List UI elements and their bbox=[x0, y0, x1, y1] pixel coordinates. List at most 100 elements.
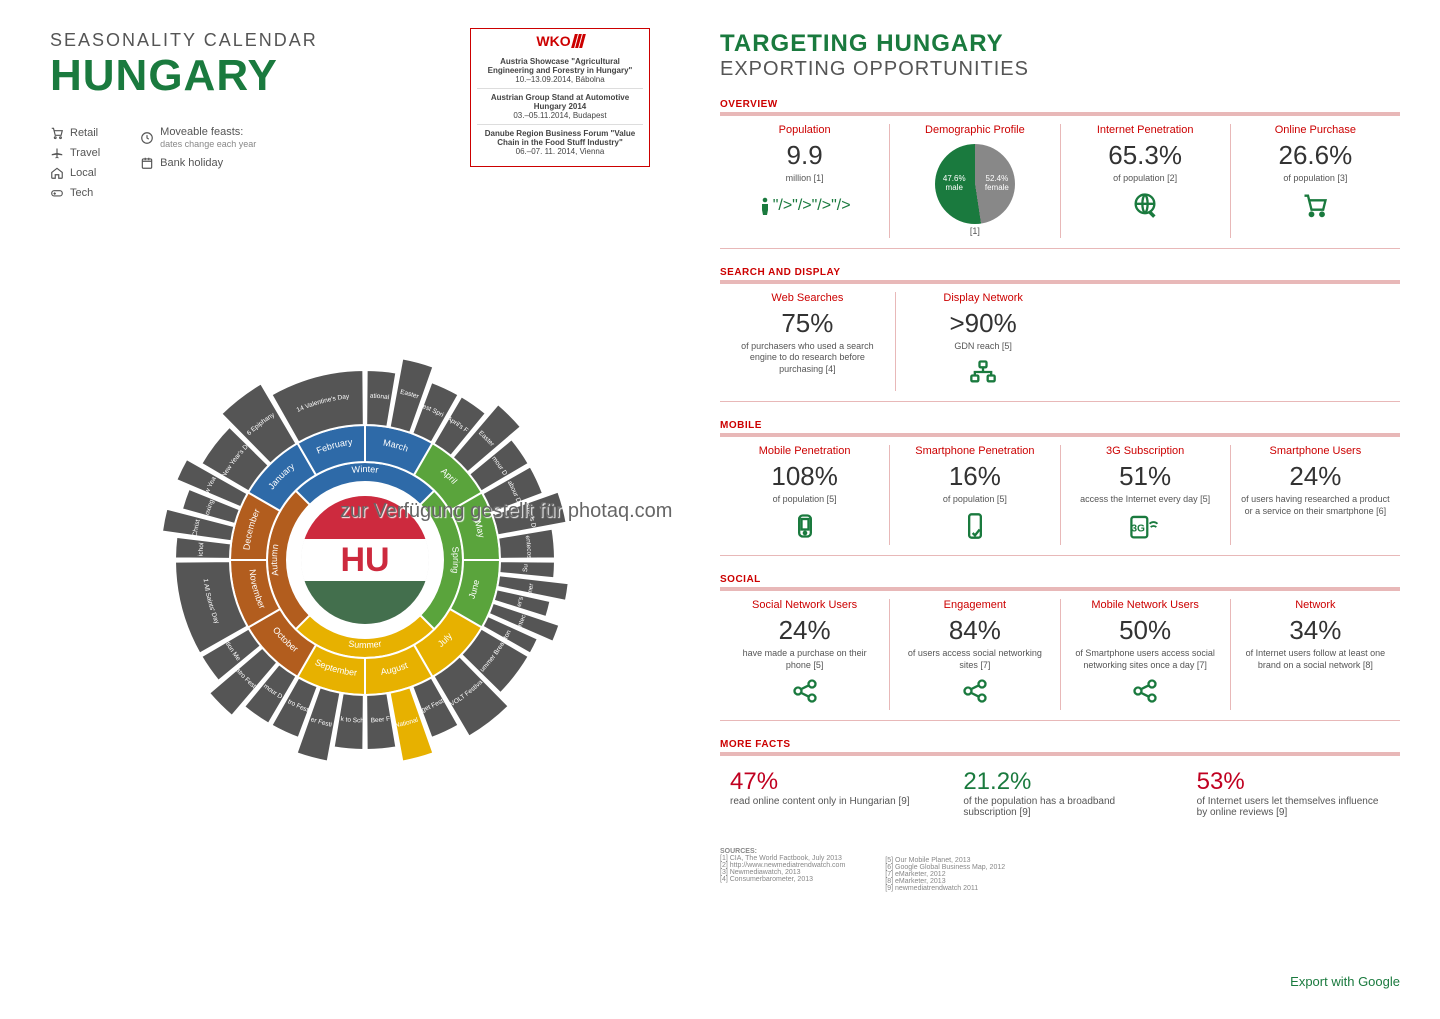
globe-icon bbox=[1128, 191, 1162, 224]
svg-text:Spring: Spring bbox=[450, 546, 461, 574]
wko-event: Austria Showcase "Agricultural Engineeri… bbox=[477, 53, 643, 88]
legend-item: Moveable feasts:dates change each year bbox=[140, 126, 256, 150]
stat-desc: GDN reach [5] bbox=[954, 341, 1012, 353]
stat-desc: of population [5] bbox=[773, 494, 837, 506]
stat-value: 24% bbox=[779, 615, 831, 646]
stat-title: 3G Subscription bbox=[1106, 445, 1184, 457]
share-icon bbox=[1128, 677, 1162, 710]
fact-desc: read online content only in Hungarian [9… bbox=[730, 796, 923, 807]
stat-title: Population bbox=[779, 124, 831, 136]
stat-value: 24% bbox=[1289, 461, 1341, 492]
fact-desc: of the population has a broadband subscr… bbox=[963, 796, 1156, 818]
section-head-facts: MORE FACTS bbox=[720, 735, 1400, 756]
stat-title: Web Searches bbox=[771, 292, 843, 304]
svg-text:Autumn: Autumn bbox=[269, 543, 280, 576]
search-row: Web Searches 75% of purchasers who used … bbox=[720, 284, 1400, 403]
overview-row: Population 9.9 million [1] "/>"/>"/>"/> … bbox=[720, 116, 1400, 249]
legend-label: Tech bbox=[70, 187, 93, 199]
stat-cell: Display Network >90% GDN reach [5] bbox=[895, 292, 1071, 392]
wko-event-date: 10.–13.09.2014, Bábolna bbox=[477, 75, 643, 84]
section-head-overview: OVERVIEW bbox=[720, 95, 1400, 116]
stat-desc: of purchasers who used a search engine t… bbox=[730, 341, 885, 376]
fact-value: 47% bbox=[730, 768, 923, 796]
source-line: [7] eMarketer, 2012 bbox=[885, 871, 1005, 878]
stat-title: Display Network bbox=[943, 292, 1022, 304]
stat-value: 50% bbox=[1119, 615, 1171, 646]
stat-desc: of Internet users follow at least one br… bbox=[1241, 648, 1390, 671]
stat-cell: Engagement 84% of users access social ne… bbox=[889, 599, 1059, 710]
svg-text:Winter: Winter bbox=[351, 464, 379, 475]
stat-value: 65.3% bbox=[1108, 140, 1182, 171]
stat-cell: Mobile Network Users 50% of Smartphone u… bbox=[1060, 599, 1230, 710]
legend-item-travel: Travel bbox=[50, 146, 100, 160]
stat-title: Smartphone Users bbox=[1270, 445, 1362, 457]
wko-event: Austrian Group Stand at Automotive Hunga… bbox=[477, 88, 643, 124]
stat-cell: Online Purchase 26.6% of population [3] bbox=[1230, 124, 1400, 238]
fact: 47% read online content only in Hungaria… bbox=[730, 768, 923, 818]
clock-icon bbox=[140, 131, 154, 145]
left-panel: SEASONALITY CALENDAR HUNGARY Retail Trav… bbox=[0, 0, 700, 1019]
wko-event-date: 06.–07. 11. 2014, Vienna bbox=[477, 147, 643, 156]
stat-title: Online Purchase bbox=[1275, 124, 1356, 136]
legend-label: Bank holiday bbox=[160, 157, 223, 169]
legend-item-retail: Retail bbox=[50, 126, 100, 140]
stat-desc: of Smartphone users access social networ… bbox=[1071, 648, 1220, 671]
legend-col-2: Moveable feasts:dates change each year B… bbox=[140, 126, 256, 200]
stat-desc: of population [3] bbox=[1283, 173, 1347, 185]
stat-cell: Population 9.9 million [1] "/>"/>"/>"/> bbox=[720, 124, 889, 238]
legend-item: Bank holiday bbox=[140, 156, 256, 170]
legend-label: Travel bbox=[70, 147, 100, 159]
svg-text:3G: 3G bbox=[1132, 524, 1146, 535]
cart-icon bbox=[50, 126, 64, 140]
3g-icon: 3G bbox=[1128, 512, 1162, 545]
right-panel: TARGETING HUNGARY EXPORTING OPPORTUNITIE… bbox=[700, 0, 1440, 1019]
share-icon bbox=[788, 677, 822, 710]
stat-desc: of population [5] bbox=[943, 494, 1007, 506]
cart-icon bbox=[1298, 191, 1332, 224]
stat-cell: Social Network Users 24% have made a pur… bbox=[720, 599, 889, 710]
fact: 21.2% of the population has a broadband … bbox=[963, 768, 1156, 818]
wko-event-title: Danube Region Business Forum "Value Chai… bbox=[477, 129, 643, 147]
sources-head: SOURCES: bbox=[720, 848, 845, 855]
sources: SOURCES: [1] CIA, The World Factbook, Ju… bbox=[720, 848, 1400, 892]
legend-label: Retail bbox=[70, 127, 98, 139]
wko-logo: WKO bbox=[477, 33, 643, 49]
stat-title: Network bbox=[1295, 599, 1335, 611]
source-line: [3] Newmediawatch, 2013 bbox=[720, 869, 845, 876]
wko-event-title: Austria Showcase "Agricultural Engineeri… bbox=[477, 57, 643, 75]
right-title: TARGETING HUNGARY bbox=[720, 30, 1400, 58]
stat-desc: access the Internet every day [5] bbox=[1080, 494, 1210, 506]
legend-col-1: Retail Travel Local Tech bbox=[50, 126, 100, 200]
wko-event: Danube Region Business Forum "Value Chai… bbox=[477, 124, 643, 160]
game-icon bbox=[50, 186, 64, 200]
source-line: [4] Consumerbarometer, 2013 bbox=[720, 876, 845, 883]
flag-center: HU bbox=[295, 490, 435, 630]
source-line: [6] Google Global Business Map, 2012 bbox=[885, 864, 1005, 871]
section-head-social: SOCIAL bbox=[720, 570, 1400, 591]
section-head-mobile: MOBILE bbox=[720, 416, 1400, 437]
fact-value: 53% bbox=[1197, 768, 1390, 796]
stat-cell: Smartphone Penetration 16% of population… bbox=[889, 445, 1059, 545]
section-head-search: SEARCH AND DISPLAY bbox=[720, 263, 1400, 284]
share-icon bbox=[958, 677, 992, 710]
stat-title: Social Network Users bbox=[752, 599, 857, 611]
stat-cell: Mobile Penetration 108% of population [5… bbox=[720, 445, 889, 545]
stat-title: Mobile Penetration bbox=[759, 445, 851, 457]
source-line: [9] newmediatrendwatch 2011 bbox=[885, 885, 1005, 892]
stat-cell: Network 34% of Internet users follow at … bbox=[1230, 599, 1400, 710]
stat-title: Smartphone Penetration bbox=[915, 445, 1034, 457]
source-line: [5] Our Mobile Planet, 2013 bbox=[885, 857, 1005, 864]
wko-event-title: Austrian Group Stand at Automotive Hunga… bbox=[477, 93, 643, 111]
fact-desc: of Internet users let themselves influen… bbox=[1197, 796, 1390, 818]
legend-label: Moveable feasts:dates change each year bbox=[160, 126, 256, 150]
stat-value: 16% bbox=[949, 461, 1001, 492]
stat-value: 84% bbox=[949, 615, 1001, 646]
stat-cell: Web Searches 75% of purchasers who used … bbox=[720, 292, 895, 392]
stat-cell: 3G Subscription 51% access the Internet … bbox=[1060, 445, 1230, 545]
stat-cell: Demographic Profile 47.6%male 52.4%femal… bbox=[889, 124, 1059, 238]
stat-title: Internet Penetration bbox=[1097, 124, 1194, 136]
seasonality-calendar: WinterSpringSummerAutumnJanuaryFebruaryM… bbox=[65, 260, 665, 860]
calendar-icon bbox=[140, 156, 154, 170]
stat-desc: of users having researched a product or … bbox=[1241, 494, 1390, 517]
stat-value: 75% bbox=[781, 308, 833, 339]
